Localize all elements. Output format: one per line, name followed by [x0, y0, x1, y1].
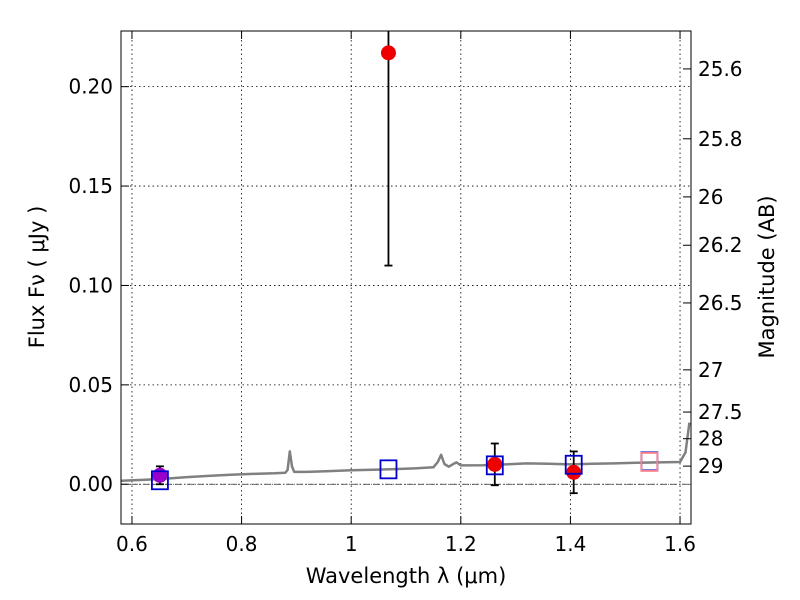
y-tick-label: 0.05 [68, 373, 113, 397]
observed-flux-point [152, 467, 168, 483]
observed-flux-point [487, 456, 503, 472]
spectrum-line [121, 422, 691, 482]
error-bars [155, 31, 578, 495]
model-flux-square [564, 454, 583, 475]
model-flux-square [485, 455, 504, 476]
x-tick-label: 1 [345, 532, 358, 556]
y-axis-title: Flux Fν ( μJy ) [25, 206, 49, 349]
y-tick-label: 0.00 [68, 472, 113, 496]
y2-tick-label: 29 [698, 454, 723, 478]
y-tick-label: 0.10 [68, 273, 113, 297]
y2-tick-label: 25.8 [698, 127, 743, 151]
y-tick-label: 0.15 [68, 174, 113, 198]
y2-tick-label: 26.5 [698, 291, 743, 315]
x-axis-title: Wavelength λ (μm) [306, 564, 507, 588]
y2-tick-label: 27 [698, 358, 723, 382]
x-tick-label: 0.8 [226, 532, 258, 556]
model-flux-square [379, 459, 398, 480]
x-tick-label: 1.6 [664, 532, 696, 556]
y-tick-label: 0.20 [68, 75, 113, 99]
x-axis-ticks: 0.6 0.8 1 1.2 1.4 1.6 [116, 31, 696, 556]
observed-flux-point [566, 464, 582, 480]
grid [121, 31, 691, 524]
x-tick-label: 0.6 [116, 532, 148, 556]
y2-tick-label: 26 [698, 185, 723, 209]
y2-axis-ticks: 25.6 25.8 26 26.2 26.5 27 27.5 28 29 [683, 57, 743, 478]
y2-tick-label: 27.5 [698, 400, 743, 424]
model-flux-square [151, 470, 169, 491]
model-spectrum [121, 422, 691, 482]
data-markers [151, 45, 659, 491]
x-tick-label: 1.4 [555, 532, 587, 556]
y2-tick-label: 25.6 [698, 57, 743, 81]
y-axis-ticks: 0.00 0.05 0.10 0.15 0.20 [68, 75, 129, 496]
y2-tick-label: 28 [698, 427, 723, 451]
y2-tick-label: 26.2 [698, 233, 743, 257]
model-flux-square [640, 452, 659, 472]
plot-frame [120, 30, 692, 525]
x-tick-label: 1.2 [445, 532, 477, 556]
y2-axis-title: Magnitude (AB) [755, 195, 779, 358]
observed-flux-point [380, 45, 396, 61]
